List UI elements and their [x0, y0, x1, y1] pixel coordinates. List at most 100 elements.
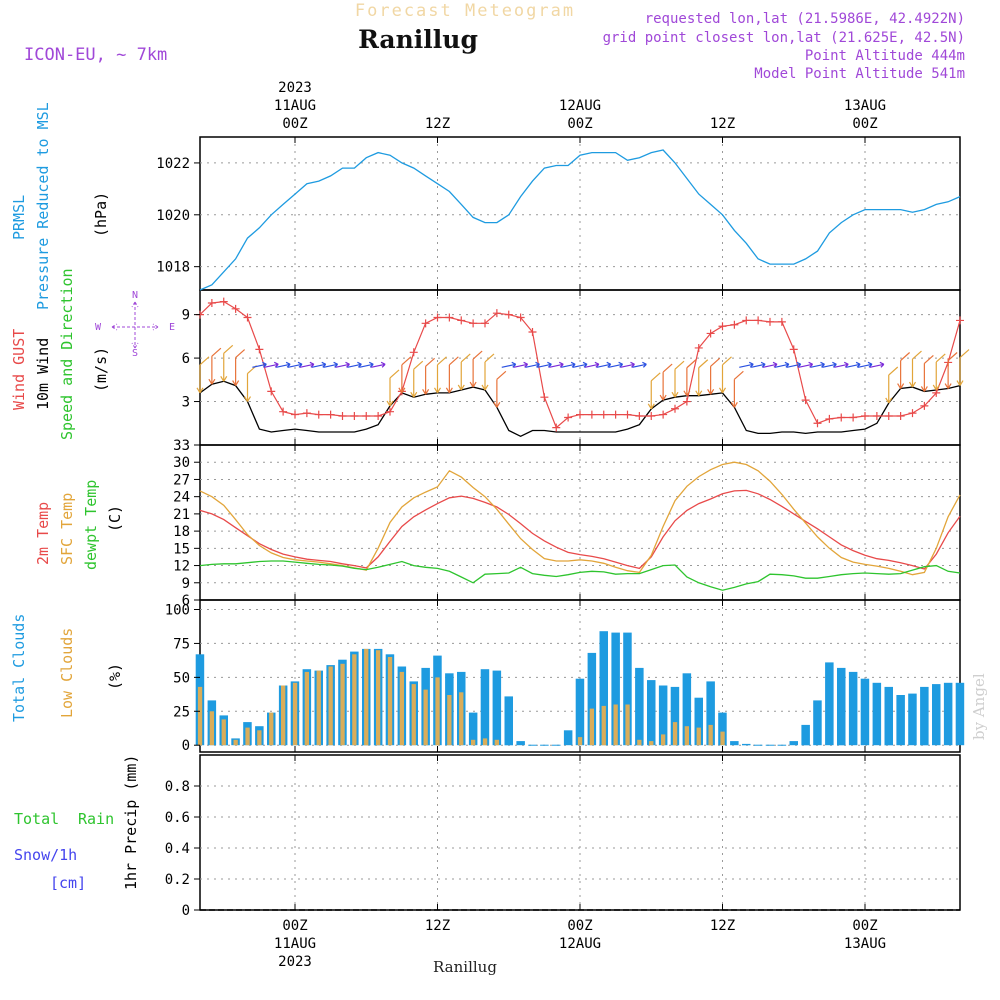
gust-point — [884, 412, 893, 421]
total-cloud-bar — [670, 686, 680, 746]
ytick-label-temperature: 30 — [173, 455, 190, 471]
time-label-top: 12AUG — [559, 98, 601, 114]
wind-direction-arrow — [683, 359, 697, 397]
wind-direction-arrow — [560, 361, 576, 368]
temp2m-line — [199, 489, 961, 570]
wind-direction-arrow — [359, 361, 374, 368]
low-cloud-bar — [589, 708, 594, 746]
low-cloud-bar — [661, 734, 666, 746]
low-cloud-bar — [672, 722, 678, 746]
total-cloud-bar — [801, 724, 810, 746]
time-label-top: 2023 — [278, 80, 312, 96]
pressure-label-prmsl: PRMSL — [10, 195, 28, 240]
total-cloud-bar — [694, 697, 703, 746]
wind-direction-arrow — [647, 372, 661, 410]
precip-label-rain: Rain — [78, 810, 114, 828]
ytick-label-wind: 3 — [182, 395, 190, 411]
wind10m-line — [199, 380, 961, 438]
low-cloud-bar — [197, 686, 203, 746]
gust-point — [528, 328, 537, 337]
gust-point — [231, 304, 240, 313]
chart-marks — [195, 149, 970, 911]
low-cloud-bar — [459, 692, 464, 746]
low-cloud-bar — [696, 727, 701, 746]
gust-point — [267, 387, 276, 396]
wind-direction-arrow — [433, 356, 447, 394]
pressure-line — [199, 149, 961, 291]
wind-direction-arrow — [774, 361, 790, 368]
wind-direction-arrow — [671, 360, 685, 398]
ytick-label-wind: 6 — [182, 351, 190, 367]
total-cloud-bar — [896, 695, 905, 746]
time-label-bottom: 00Z — [852, 918, 877, 934]
total-cloud-bar — [468, 712, 478, 746]
model-label: ICON-EU, ~ 7km — [24, 45, 167, 65]
gust-point — [694, 343, 703, 352]
wind-direction-arrow — [932, 353, 946, 391]
gust-point — [706, 329, 715, 338]
gust-point — [623, 410, 632, 419]
wind-direction-arrow — [525, 361, 540, 368]
total-cloud-bar — [813, 700, 822, 746]
ytick-label-temperature: 9 — [182, 576, 190, 592]
wind-direction-arrow — [264, 361, 279, 368]
low-cloud-bar — [684, 726, 689, 746]
time-label-bottom: 00Z — [282, 918, 307, 934]
faded-title: Forecast Meteogram — [355, 1, 575, 21]
gust-point — [469, 319, 478, 328]
wind-direction-arrow — [410, 360, 424, 398]
cloud-labels: Total Clouds Low Clouds (%) — [10, 614, 124, 722]
compass-east: E — [169, 322, 175, 333]
total-cloud-bar — [837, 667, 846, 746]
wind-direction-arrow — [730, 370, 744, 408]
gust-point — [587, 410, 596, 419]
wind-direction-arrow — [220, 344, 234, 382]
pressure-labels: PRMSL Pressure Reduced to MSL (hPa) — [10, 102, 110, 310]
low-cloud-bar — [411, 684, 416, 746]
wind-direction-arrow — [347, 361, 362, 368]
gust-point — [801, 396, 810, 405]
low-cloud-bar — [281, 685, 286, 746]
temp-labels: 2m Temp SFC Temp dewpt Temp (C) — [34, 480, 124, 570]
low-cloud-bar — [482, 738, 488, 746]
total-cloud-bar — [504, 696, 513, 746]
gust-point — [433, 313, 442, 322]
total-cloud-bar — [658, 685, 668, 746]
time-label-top: 00Z — [852, 116, 877, 132]
gust-point — [908, 409, 917, 418]
ytick-label-clouds: 0 — [182, 738, 190, 754]
gust-point — [813, 419, 822, 428]
low-cloud-bar — [447, 695, 452, 746]
ytick-label-temperature: 21 — [173, 507, 190, 523]
model-altitude: Model Point Altitude 541m — [754, 66, 965, 82]
gust-point — [279, 407, 288, 416]
wind-direction-arrow — [707, 357, 721, 395]
time-label-top: 12Z — [425, 116, 450, 132]
ytick-label-precip: 0.2 — [165, 872, 190, 888]
ytick-label-temperature: 15 — [173, 541, 190, 557]
low-cloud-bar — [352, 654, 357, 746]
total-cloud-bar — [575, 678, 585, 746]
gust-point — [564, 413, 573, 422]
wind-direction-arrow — [243, 365, 257, 402]
wind-label-gust: Wind GUST — [10, 329, 28, 410]
time-label-bottom: 00Z — [567, 918, 592, 934]
wind-direction-arrow — [422, 357, 436, 395]
cloud-label-low: Low Clouds — [58, 628, 76, 718]
gust-point — [611, 410, 620, 419]
gust-point — [552, 423, 561, 432]
low-cloud-bar — [340, 663, 345, 746]
gust-point — [730, 320, 739, 329]
gust-point — [326, 410, 335, 419]
total-cloud-bar — [884, 686, 893, 746]
wind-direction-arrow — [822, 361, 837, 368]
gust-point — [932, 388, 941, 397]
low-cloud-bar — [328, 666, 333, 746]
gust-point — [338, 412, 347, 421]
wind-direction-arrow — [287, 361, 303, 368]
gust-point — [291, 410, 299, 419]
wind-direction-arrow — [493, 370, 507, 408]
time-label-bottom: 12Z — [425, 918, 450, 934]
low-cloud-bar — [399, 671, 404, 746]
wind-label-10m: 10m Wind — [34, 338, 52, 410]
